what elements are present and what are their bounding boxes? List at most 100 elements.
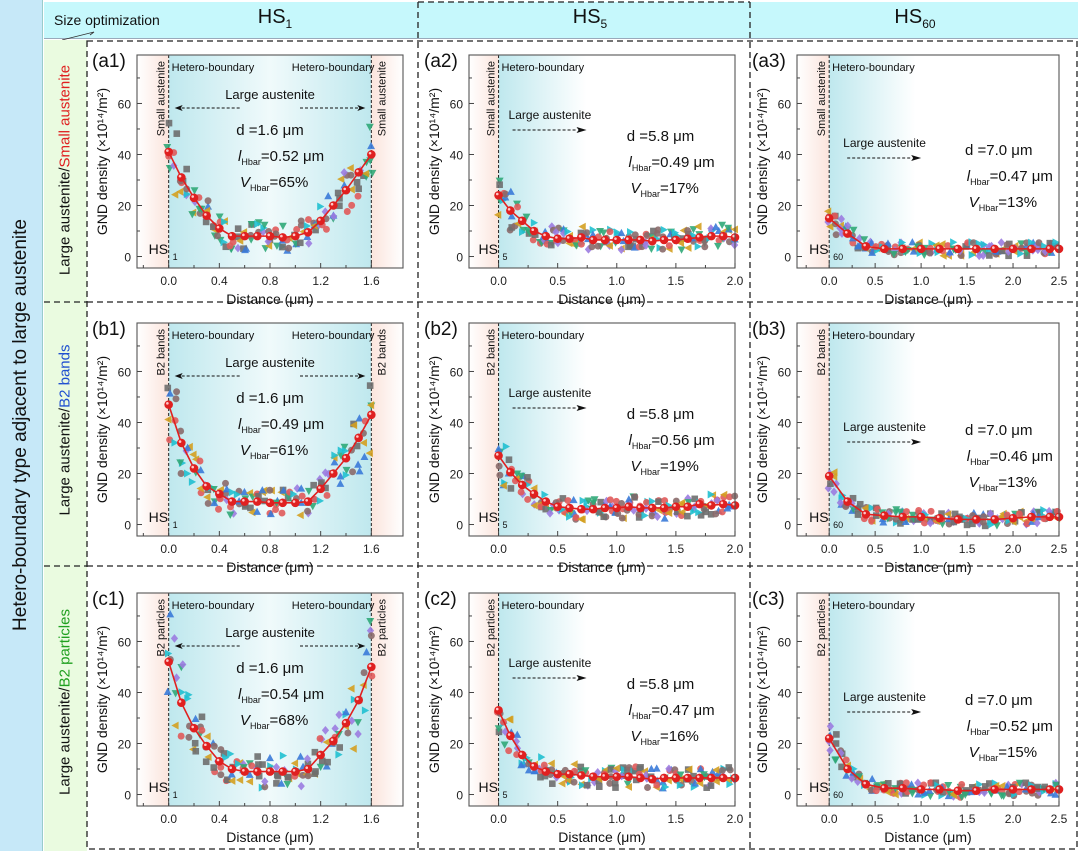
fit-point-highlight — [826, 215, 830, 219]
y-tick-label: 0 — [124, 789, 131, 803]
scatter-point — [285, 244, 293, 252]
scatter-point — [349, 468, 357, 476]
scatter-point — [617, 228, 626, 237]
scatter-point — [312, 768, 319, 775]
scatter-point — [342, 471, 350, 480]
side-phase-label-right: B2 bands — [376, 329, 388, 376]
scatter-point — [323, 491, 331, 499]
scatter-point — [203, 732, 211, 741]
fit-point — [935, 244, 944, 254]
fit-point-highlight — [673, 504, 676, 507]
plot-area: 0 20 40 60 0.0 0.5 1.0 1.5 2.0 Distance (μm) GND d… — [424, 319, 744, 575]
scatter-point — [938, 520, 947, 529]
scatter-point — [366, 382, 374, 389]
scatter-point — [1052, 238, 1060, 247]
x-tick-label: 2.0 — [1005, 542, 1022, 556]
y-tick-label: 0 — [456, 251, 463, 265]
scatter-point — [293, 484, 301, 493]
scatter-point — [564, 776, 572, 785]
fit-point — [227, 764, 237, 774]
x-tick-label: 0.5 — [549, 274, 566, 288]
scatter-point — [674, 508, 681, 516]
scatter-point — [312, 226, 319, 234]
fit-point-highlight — [955, 788, 958, 791]
scatter-point — [938, 510, 945, 517]
fit-point — [253, 767, 262, 776]
scatter-point — [336, 744, 343, 751]
fit-point-highlight — [708, 775, 712, 778]
y-tick-label: 60 — [450, 635, 464, 649]
x-tick-label: 2.5 — [1051, 274, 1068, 288]
scatter-point — [179, 660, 187, 669]
fit-point — [624, 235, 633, 245]
annotation-grain-size: d =5.8 μm — [627, 406, 694, 423]
scatter-point — [279, 486, 288, 494]
scatter-point — [220, 750, 228, 757]
x-tick-label: 0.5 — [867, 542, 884, 556]
fit-point-highlight — [519, 752, 523, 755]
scatter-point — [188, 211, 197, 219]
chart-c1: 0 20 40 60 0.0 0.4 0.8 1.2 1.6 Distance (μm) GND d… — [92, 589, 404, 845]
fit-point — [354, 168, 363, 177]
scatter-point — [564, 227, 572, 236]
scatter-point — [712, 510, 720, 518]
scatter-point — [196, 466, 205, 474]
side-phase-label: B2 bands — [486, 329, 498, 376]
chart-b3: 0 20 40 60 0.0 0.5 1.0 1.5 2.0 2.5 Distance (μm) GN… — [752, 319, 1068, 575]
fit-point-highlight — [166, 659, 169, 662]
fit-point-highlight — [495, 453, 499, 456]
fit-point — [278, 767, 287, 776]
fit-point — [577, 233, 586, 242]
x-tick-label: 0.0 — [490, 274, 507, 288]
scatter-point — [589, 499, 598, 507]
hs-label: HS — [149, 779, 168, 795]
scatter-point — [355, 467, 364, 475]
fit-point-highlight — [531, 491, 535, 494]
fit-point-highlight — [602, 505, 605, 508]
scatter-point — [1052, 781, 1061, 790]
scatter-point — [968, 784, 976, 791]
scatter-point — [331, 451, 339, 460]
scatter-point — [164, 415, 172, 424]
region-label: Large austenite — [225, 355, 315, 370]
side-phase-region — [137, 55, 169, 268]
scatter-point — [694, 222, 702, 231]
x-tick-label: 0.4 — [211, 274, 228, 288]
scatter-point — [177, 470, 185, 477]
y-tick-label: 60 — [118, 97, 132, 111]
fit-point-highlight — [343, 187, 346, 191]
fit-point — [253, 497, 262, 506]
fit-point — [316, 216, 325, 226]
scatter-point — [647, 764, 656, 773]
scatter-point — [273, 771, 281, 779]
fit-point-highlight — [330, 738, 334, 741]
fit-point-highlight — [191, 195, 194, 198]
fit-point-highlight — [685, 775, 688, 778]
x-axis-label: Distance (μm) — [558, 291, 645, 307]
fit-point-highlight — [204, 483, 207, 487]
scatter-point — [164, 384, 172, 392]
scatter-point — [277, 779, 286, 787]
fit-point — [367, 150, 376, 159]
hetero-boundary-label-right: Hetero-boundary — [292, 62, 375, 74]
x-tick-label: 0.0 — [160, 542, 177, 556]
scatter-point — [986, 780, 993, 787]
scatter-point — [597, 498, 604, 506]
scatter-point — [842, 756, 850, 764]
scatter-point — [969, 520, 976, 528]
fit-point — [695, 773, 704, 783]
fit-point — [671, 235, 681, 245]
scatter-point — [631, 231, 639, 239]
y-tick-label: 60 — [118, 635, 132, 649]
scatter-point — [588, 230, 597, 238]
fit-point-highlight — [696, 501, 700, 505]
fit-point-highlight — [955, 246, 958, 249]
scatter-point — [938, 240, 946, 248]
hs-label-sub: 60 — [833, 520, 843, 530]
scatter-point — [340, 168, 348, 177]
fit-point-highlight — [1056, 246, 1059, 249]
scatter-point — [173, 130, 181, 137]
fit-point — [612, 772, 622, 781]
hs-label-sub: 1 — [173, 520, 178, 530]
region-label: Large austenite — [509, 386, 592, 400]
